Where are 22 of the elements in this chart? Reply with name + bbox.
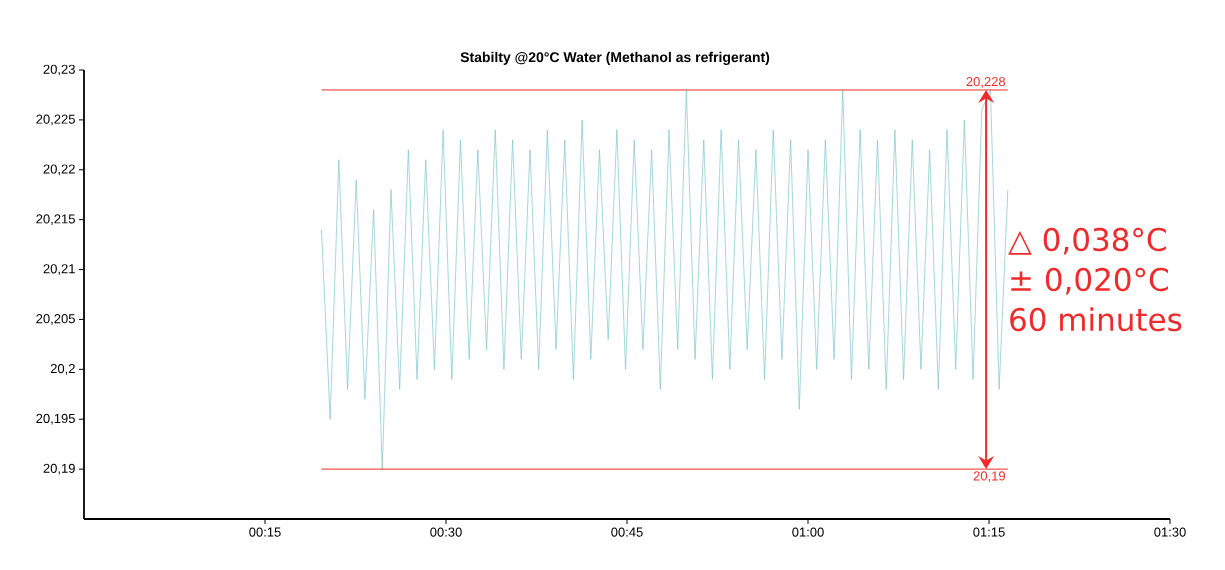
y-tick-label: 20,2 [50,363,75,375]
y-tick-label: 20,225 [36,114,75,126]
ref-line-label: 20,228 [966,77,1006,88]
annotation: ± 0,020°C [1011,267,1169,295]
x-tick-label: 01:30 [1154,527,1186,537]
y-tick-label: 20,205 [36,314,75,325]
y-tick-label: 20,215 [36,214,75,226]
y-tick-label: 20,195 [36,413,75,425]
line-series [321,89,1009,470]
x-tick-label: 00:15 [249,527,281,537]
ref-line-label: 20,19 [973,471,1006,483]
x-tick-label: 00:45 [611,527,643,537]
chart-subtitle: Stabilty @20°C Water (Methanol as refrigerant) [460,51,770,65]
x-tick-label: 01:15 [973,527,1005,537]
y-tick-label: 20,22 [43,164,75,176]
y-tick-label: 20,19 [43,463,75,475]
x-tick-label: 01:00 [792,527,824,537]
annotation: △ 0,038°C [1008,227,1166,255]
x-tick-label: 00:30 [430,527,462,537]
y-tick-label: 20,23 [43,64,75,76]
y-tick-label: 20,21 [43,264,75,275]
annotation: 60 minutes [1010,307,1182,332]
